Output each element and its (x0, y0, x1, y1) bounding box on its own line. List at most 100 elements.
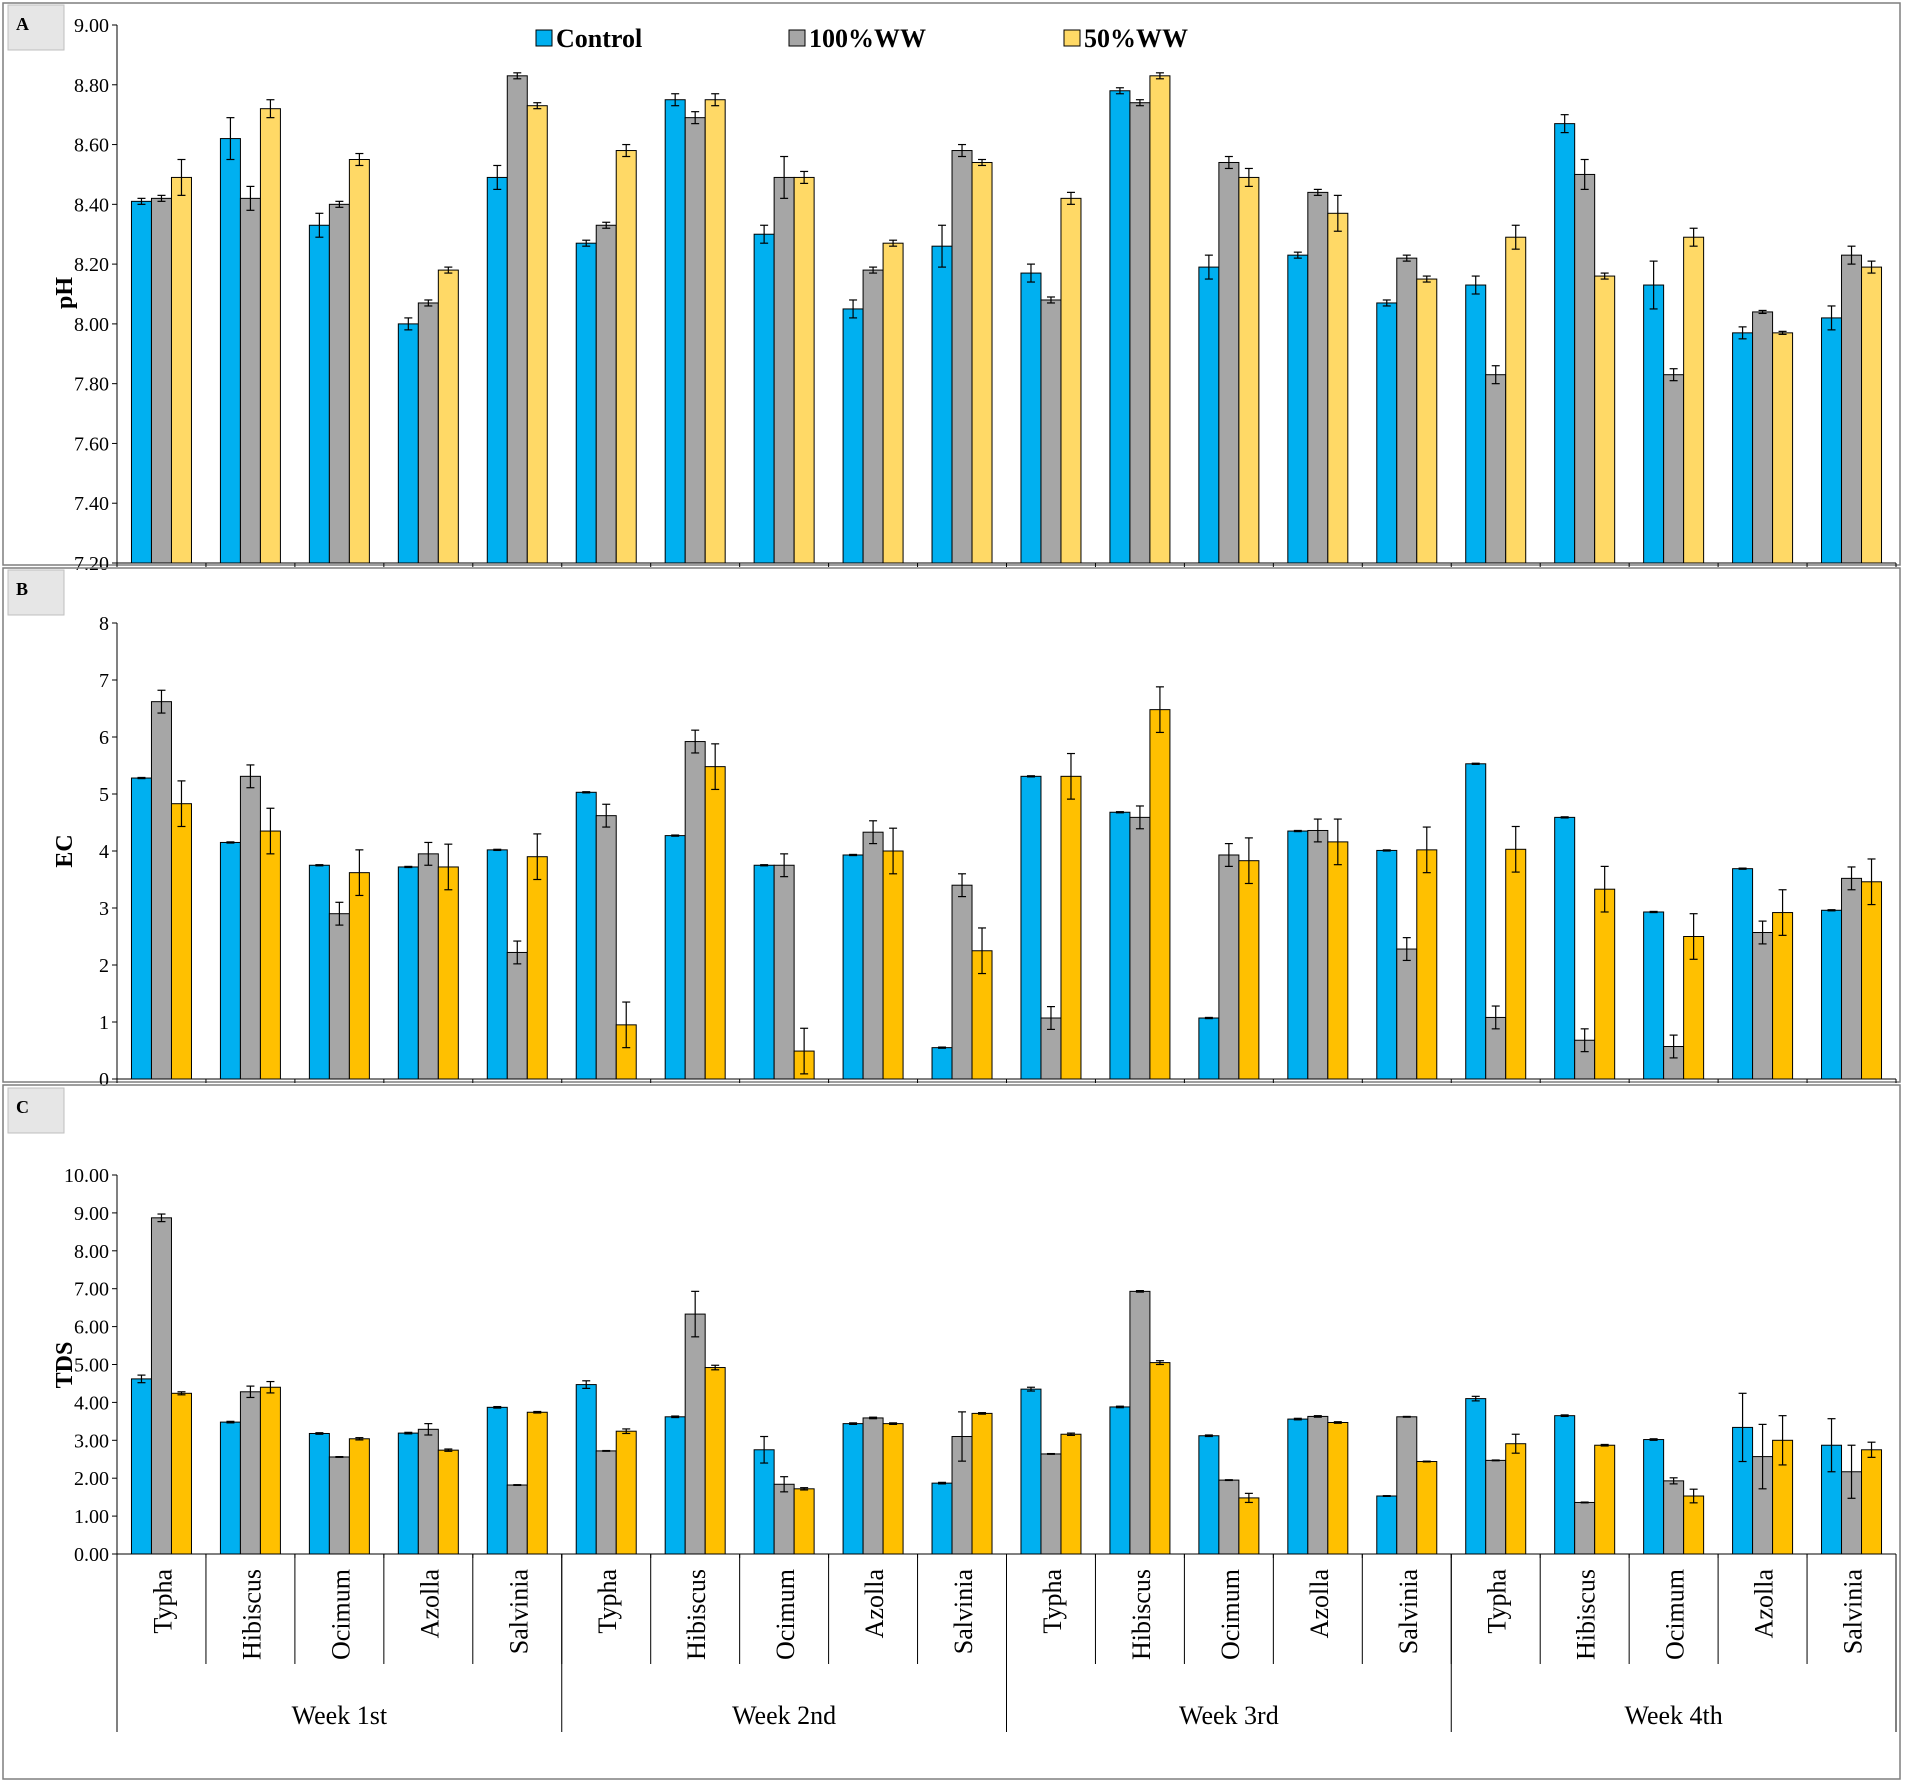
bar-50ww (259, 830, 281, 1080)
bar-100ww (1307, 191, 1329, 564)
bar-100ww (1307, 829, 1329, 1080)
bar-50ww (1683, 1495, 1705, 1555)
bar-100ww (1307, 1415, 1329, 1555)
y-tick-label: 0.00 (74, 1544, 109, 1566)
x-category-label: Azolla (860, 1569, 889, 1639)
bar-100ww (239, 775, 261, 1080)
x-category-label: Typha (1483, 1569, 1512, 1634)
bar-100ww (1040, 299, 1062, 564)
bar-control (753, 1449, 775, 1555)
bar-100ww (1574, 173, 1596, 564)
bar-100ww (862, 1417, 884, 1555)
bar-control (575, 1384, 597, 1555)
y-tick-label: 5 (99, 784, 109, 806)
bar-control (1198, 266, 1220, 564)
x-group-label: Week 3rd (1179, 1701, 1279, 1730)
bar-control (1109, 1406, 1131, 1555)
x-category-label: Hibiscus (237, 1569, 266, 1660)
bar-50ww (526, 1411, 548, 1555)
bar-50ww (1327, 212, 1349, 564)
panel-c-tab (7, 1087, 65, 1134)
bar-50ww (1594, 888, 1616, 1080)
y-tick-label: 3.00 (74, 1430, 109, 1452)
bar-100ww (506, 75, 528, 564)
x-category-label: Azolla (1305, 1569, 1334, 1639)
bar-50ww (615, 1430, 637, 1555)
panel-b-frame (2, 567, 1901, 1083)
bar-100ww (1040, 1453, 1062, 1555)
bar-control (397, 1432, 419, 1555)
bar-100ww (417, 853, 439, 1080)
y-tick-label: 0 (99, 1069, 109, 1091)
bar-50ww (348, 159, 370, 564)
panel-a-ph-chart: 7.20 7.40 7.60 7.80 8.00 8.20 8.40 8.60 8.80 9.00… (52, 15, 1897, 575)
bar-50ww (1772, 332, 1794, 564)
bar-50ww (1238, 176, 1260, 564)
panel-b-label: B (16, 579, 28, 599)
bar-control (931, 1482, 953, 1555)
x-category-label: Salvinia (949, 1569, 978, 1655)
bar-control (664, 1416, 686, 1555)
bar-control (1109, 90, 1131, 564)
bar-50ww (259, 108, 281, 564)
bar-50ww (1416, 1461, 1438, 1555)
y-axis-title: pH (52, 277, 78, 309)
bar-100ww (951, 150, 973, 564)
bar-control (842, 1423, 864, 1555)
bar-50ww (704, 1367, 726, 1555)
bar-50ww (170, 1392, 192, 1555)
bar-100ww (1841, 254, 1863, 564)
bar-control (842, 854, 864, 1080)
y-tick-label: 7.20 (74, 553, 109, 575)
bar-50ww (1416, 278, 1438, 564)
bar-control (1020, 775, 1042, 1080)
bar-100ww (1218, 854, 1240, 1080)
bar-100ww (684, 741, 706, 1080)
bar-50ww (1505, 1443, 1527, 1555)
bar-50ww (882, 1423, 904, 1555)
bar-control (1732, 332, 1754, 564)
bar-50ww (437, 866, 459, 1080)
panel-a-tab (7, 4, 65, 51)
bar-100ww (150, 1217, 172, 1555)
y-tick-label: 3 (99, 898, 109, 920)
bar-100ww (506, 1484, 528, 1555)
panel-b-ec-chart: 0 1 2 3 4 5 6 7 8 EC (52, 613, 1897, 1091)
y-tick-label: 6.00 (74, 1317, 109, 1339)
y-tick-label: 8.00 (74, 1241, 109, 1263)
y-tick-label: 9.00 (74, 15, 109, 37)
bar-control (1287, 830, 1309, 1080)
bar-100ww (951, 884, 973, 1080)
bar-50ww (437, 269, 459, 564)
x-category-label: Typha (148, 1569, 177, 1634)
bar-50ww (1861, 1449, 1883, 1555)
panel-a-frame (2, 2, 1901, 566)
bar-100ww (773, 1483, 795, 1555)
bar-50ww (1683, 236, 1705, 564)
x-category-label: Azolla (415, 1569, 444, 1639)
bar-50ww (615, 150, 637, 564)
bar-50ww (348, 1438, 370, 1555)
bar-50ww (793, 1488, 815, 1555)
bar-50ww (882, 850, 904, 1080)
bar-100ww (1752, 932, 1774, 1080)
bar-50ww (1861, 266, 1883, 564)
bar-50ww (1505, 236, 1527, 564)
x-category-label: Typha (593, 1569, 622, 1634)
y-tick-label: 4 (99, 841, 109, 863)
x-category-label: Hibiscus (682, 1569, 711, 1660)
bar-100ww (1218, 1479, 1240, 1555)
y-tick-label: 6 (99, 727, 109, 749)
bar-100ww (1396, 948, 1418, 1080)
x-category-label: Salvinia (1394, 1569, 1423, 1655)
x-category-label: Typha (1038, 1569, 1067, 1634)
bar-100ww (328, 913, 350, 1080)
bar-control (664, 99, 686, 564)
bar-100ww (1841, 877, 1863, 1080)
bar-50ww (1505, 848, 1527, 1080)
bar-50ww (1327, 1421, 1349, 1555)
bar-50ww (1149, 1362, 1171, 1555)
panel-b-tab (7, 569, 65, 616)
panel-c-tds-chart: 0.00 1.00 2.00 3.00 4.00 5.00 6.00 7.00 8.00 9.00… (52, 1165, 1897, 1566)
